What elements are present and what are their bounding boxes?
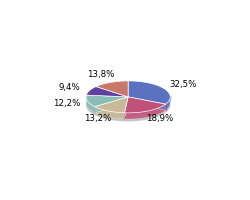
Polygon shape xyxy=(131,113,133,119)
Polygon shape xyxy=(128,81,170,104)
Polygon shape xyxy=(145,111,146,118)
Polygon shape xyxy=(92,105,93,112)
Polygon shape xyxy=(112,112,113,118)
Polygon shape xyxy=(91,104,92,111)
Polygon shape xyxy=(96,81,128,97)
Text: 13,8%: 13,8% xyxy=(88,70,115,79)
Polygon shape xyxy=(161,106,162,113)
Polygon shape xyxy=(110,111,112,118)
Polygon shape xyxy=(140,112,141,118)
Polygon shape xyxy=(105,110,106,117)
Polygon shape xyxy=(86,95,128,107)
Polygon shape xyxy=(155,109,156,115)
Polygon shape xyxy=(107,111,108,117)
Polygon shape xyxy=(88,102,89,109)
Polygon shape xyxy=(128,113,130,119)
Polygon shape xyxy=(159,107,160,114)
Text: 13,2%: 13,2% xyxy=(84,114,111,123)
Polygon shape xyxy=(94,106,95,113)
Polygon shape xyxy=(160,107,161,114)
Polygon shape xyxy=(128,87,170,110)
Polygon shape xyxy=(104,110,105,116)
Polygon shape xyxy=(164,105,165,111)
Polygon shape xyxy=(113,112,114,118)
Polygon shape xyxy=(98,108,99,114)
Polygon shape xyxy=(163,105,164,112)
Polygon shape xyxy=(120,113,121,119)
Polygon shape xyxy=(114,112,115,118)
Polygon shape xyxy=(158,108,159,115)
Text: 32,5%: 32,5% xyxy=(169,80,196,89)
Polygon shape xyxy=(117,112,118,119)
Polygon shape xyxy=(123,113,124,119)
Polygon shape xyxy=(99,108,100,115)
Wedge shape xyxy=(95,105,128,121)
Polygon shape xyxy=(133,113,135,119)
Polygon shape xyxy=(122,113,123,119)
Polygon shape xyxy=(166,103,167,110)
Polygon shape xyxy=(95,97,128,113)
Polygon shape xyxy=(95,107,96,113)
Polygon shape xyxy=(165,104,166,111)
Polygon shape xyxy=(136,112,138,119)
Polygon shape xyxy=(143,112,145,118)
Polygon shape xyxy=(118,112,120,119)
Polygon shape xyxy=(169,100,170,107)
Polygon shape xyxy=(96,107,97,114)
Polygon shape xyxy=(115,112,116,118)
Polygon shape xyxy=(149,110,151,117)
Polygon shape xyxy=(96,87,128,103)
Polygon shape xyxy=(152,110,154,116)
Polygon shape xyxy=(151,110,152,117)
Polygon shape xyxy=(86,93,128,103)
Polygon shape xyxy=(95,103,128,119)
Polygon shape xyxy=(148,111,149,117)
Polygon shape xyxy=(89,103,90,110)
Wedge shape xyxy=(96,89,128,105)
Polygon shape xyxy=(93,106,94,112)
Polygon shape xyxy=(138,112,140,119)
Polygon shape xyxy=(156,108,158,115)
Polygon shape xyxy=(121,113,122,119)
Polygon shape xyxy=(162,106,163,113)
Text: 18,9%: 18,9% xyxy=(146,114,173,123)
Polygon shape xyxy=(146,111,148,117)
Polygon shape xyxy=(142,112,143,118)
Polygon shape xyxy=(124,113,126,119)
Polygon shape xyxy=(124,103,166,119)
Polygon shape xyxy=(103,110,104,116)
Polygon shape xyxy=(168,101,169,108)
Polygon shape xyxy=(102,110,103,116)
Polygon shape xyxy=(87,101,88,107)
Wedge shape xyxy=(86,104,128,115)
Polygon shape xyxy=(86,101,128,113)
Text: 12,2%: 12,2% xyxy=(52,99,80,108)
Wedge shape xyxy=(86,95,128,105)
Polygon shape xyxy=(86,87,128,97)
Wedge shape xyxy=(124,105,166,121)
Polygon shape xyxy=(97,108,98,114)
Polygon shape xyxy=(124,97,166,113)
Polygon shape xyxy=(106,111,107,117)
Polygon shape xyxy=(154,109,155,116)
Polygon shape xyxy=(167,102,168,109)
Text: 9,4%: 9,4% xyxy=(58,83,80,92)
Polygon shape xyxy=(126,113,128,119)
Polygon shape xyxy=(90,104,91,111)
Polygon shape xyxy=(116,112,117,119)
Wedge shape xyxy=(128,89,170,113)
Polygon shape xyxy=(135,113,136,119)
Polygon shape xyxy=(130,113,131,119)
Polygon shape xyxy=(108,111,110,117)
Polygon shape xyxy=(100,109,102,115)
